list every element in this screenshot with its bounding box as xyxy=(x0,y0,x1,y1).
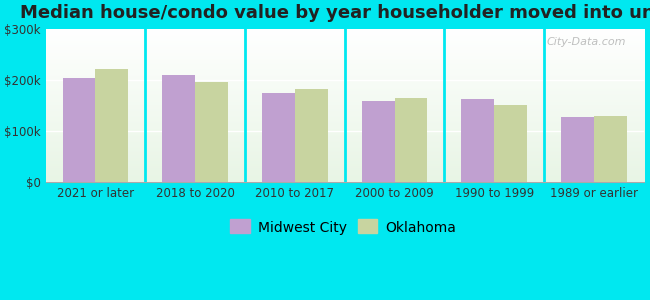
Bar xyxy=(295,89,328,182)
Text: City-Data.com: City-Data.com xyxy=(547,37,626,47)
Bar xyxy=(462,99,494,182)
Bar xyxy=(195,82,228,182)
Bar xyxy=(494,104,527,182)
Bar xyxy=(395,98,428,182)
Bar xyxy=(62,78,96,182)
Bar xyxy=(262,93,295,182)
Legend: Midwest City, Oklahoma: Midwest City, Oklahoma xyxy=(229,217,461,239)
Bar xyxy=(594,116,627,182)
Bar xyxy=(361,101,395,182)
Bar xyxy=(561,117,594,182)
Bar xyxy=(96,69,129,182)
Title: Median house/condo value by year householder moved into unit: Median house/condo value by year househo… xyxy=(20,4,650,22)
Bar xyxy=(162,75,195,182)
